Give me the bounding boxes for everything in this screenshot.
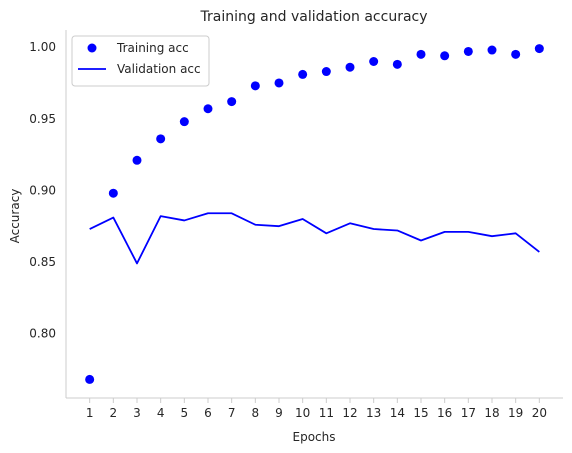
- y-tick-label: 0.80: [29, 327, 56, 341]
- x-axis-label: Epochs: [293, 430, 336, 444]
- x-tick-label: 5: [181, 406, 189, 420]
- x-tick-label: 19: [508, 406, 523, 420]
- training-acc-point: [511, 49, 521, 59]
- x-tick-label: 2: [110, 406, 118, 420]
- x-tick-label: 17: [461, 406, 476, 420]
- x-tick-label: 3: [133, 406, 141, 420]
- x-tick-label: 11: [319, 406, 334, 420]
- y-tick-label: 1.00: [29, 40, 56, 54]
- y-axis-label: Accuracy: [8, 189, 22, 244]
- chart-title: Training and validation accuracy: [199, 9, 427, 25]
- training-acc-point: [345, 62, 355, 72]
- training-acc-point: [321, 67, 331, 77]
- training-acc-point: [108, 188, 118, 198]
- legend-box: [71, 35, 210, 87]
- x-tick-label: 15: [413, 406, 428, 420]
- x-tick-label: 6: [204, 406, 212, 420]
- x-tick-label: 4: [157, 406, 165, 420]
- training-acc-point: [463, 46, 473, 56]
- x-tick-label: 16: [437, 406, 452, 420]
- training-acc-point: [156, 134, 166, 144]
- y-tick-label: 0.95: [29, 112, 56, 126]
- x-tick-label: 18: [484, 406, 499, 420]
- x-tick-label: 12: [342, 406, 357, 420]
- x-tick-label: 10: [295, 406, 310, 420]
- training-acc-point: [85, 374, 95, 384]
- x-tick-label: 8: [252, 406, 260, 420]
- legend-training-marker: [87, 43, 97, 53]
- training-acc-point: [132, 155, 142, 165]
- y-tick-label: 0.90: [29, 183, 56, 197]
- training-acc-point: [440, 51, 450, 61]
- training-acc-point: [392, 59, 402, 69]
- training-acc-point: [274, 78, 284, 88]
- legend: Training acc Validation acc: [71, 35, 210, 87]
- x-tick-label: 14: [390, 406, 405, 420]
- legend-validation-label: Validation acc: [117, 62, 201, 76]
- training-acc-point: [534, 44, 544, 54]
- training-acc-point: [369, 57, 379, 67]
- training-acc-point: [203, 104, 213, 114]
- x-tick-label: 20: [532, 406, 547, 420]
- training-acc-point: [298, 69, 308, 79]
- validation-acc-line: [89, 212, 540, 265]
- x-tick-label: 9: [275, 406, 283, 420]
- x-tick-label: 13: [366, 406, 381, 420]
- x-tick-label: 1: [86, 406, 94, 420]
- training-acc-point: [487, 45, 497, 55]
- training-acc-point: [179, 117, 189, 127]
- training-acc-point: [416, 49, 426, 59]
- training-acc-point: [250, 81, 260, 91]
- y-tick-label: 0.85: [29, 255, 56, 269]
- legend-training-label: Training acc: [116, 41, 189, 55]
- x-tick-label: 7: [228, 406, 236, 420]
- training-acc-point: [227, 97, 237, 107]
